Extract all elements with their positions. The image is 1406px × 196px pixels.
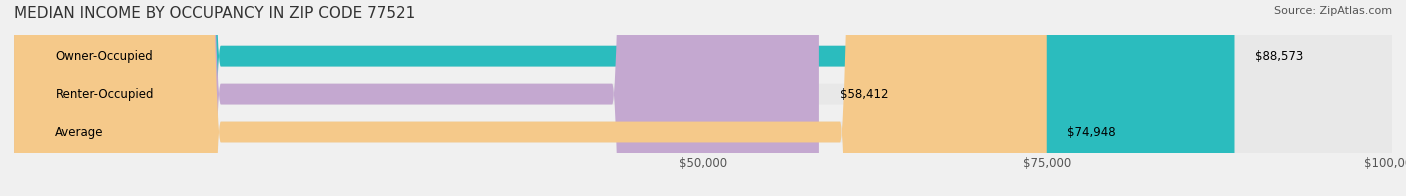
Text: $74,948: $74,948: [1067, 125, 1116, 139]
Text: $88,573: $88,573: [1256, 50, 1303, 63]
FancyBboxPatch shape: [14, 0, 1392, 196]
FancyBboxPatch shape: [14, 0, 1234, 196]
Text: $58,412: $58,412: [839, 88, 889, 101]
Text: Source: ZipAtlas.com: Source: ZipAtlas.com: [1274, 6, 1392, 16]
FancyBboxPatch shape: [14, 0, 818, 196]
Text: Average: Average: [55, 125, 104, 139]
Text: Owner-Occupied: Owner-Occupied: [55, 50, 153, 63]
FancyBboxPatch shape: [14, 0, 1392, 196]
Text: Renter-Occupied: Renter-Occupied: [55, 88, 153, 101]
Text: MEDIAN INCOME BY OCCUPANCY IN ZIP CODE 77521: MEDIAN INCOME BY OCCUPANCY IN ZIP CODE 7…: [14, 6, 415, 21]
FancyBboxPatch shape: [14, 0, 1046, 196]
FancyBboxPatch shape: [14, 0, 1392, 196]
